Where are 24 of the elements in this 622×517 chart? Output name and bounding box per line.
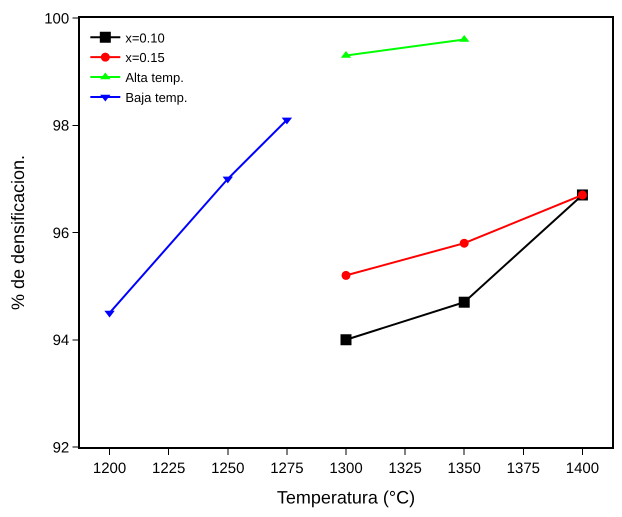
legend-label: x=0.15 — [125, 50, 165, 66]
point — [458, 296, 470, 308]
point — [340, 334, 352, 346]
x-tick-label: 1375 — [506, 460, 540, 477]
y-axis-title: % de densificacion. — [8, 154, 28, 310]
legend-label: Baja temp. — [125, 90, 188, 106]
x-tick-label: 1275 — [270, 460, 304, 477]
x-tick-label: 1225 — [152, 460, 186, 477]
y-tick-label: 96 — [52, 224, 70, 242]
point — [460, 238, 469, 248]
x-tick-label: 1250 — [211, 460, 244, 477]
x-tick-label: 1200 — [92, 460, 126, 477]
y-tick-label: 94 — [52, 332, 70, 349]
x-tick-label: 1300 — [329, 460, 363, 477]
legend-label: Alta temp. — [125, 70, 184, 86]
y-tick-label: 98 — [52, 118, 70, 134]
point — [342, 270, 350, 280]
y-tick-label: 92 — [52, 439, 70, 456]
x-tick-label: 1350 — [448, 460, 481, 477]
legend-label: x=0.10 — [125, 30, 165, 46]
x-tick-label: 1325 — [388, 460, 422, 477]
x-axis-title: Temperatura (°C) — [276, 487, 416, 508]
y-tick-label: 100 — [44, 10, 70, 28]
x-tick-label: 1400 — [566, 460, 600, 477]
